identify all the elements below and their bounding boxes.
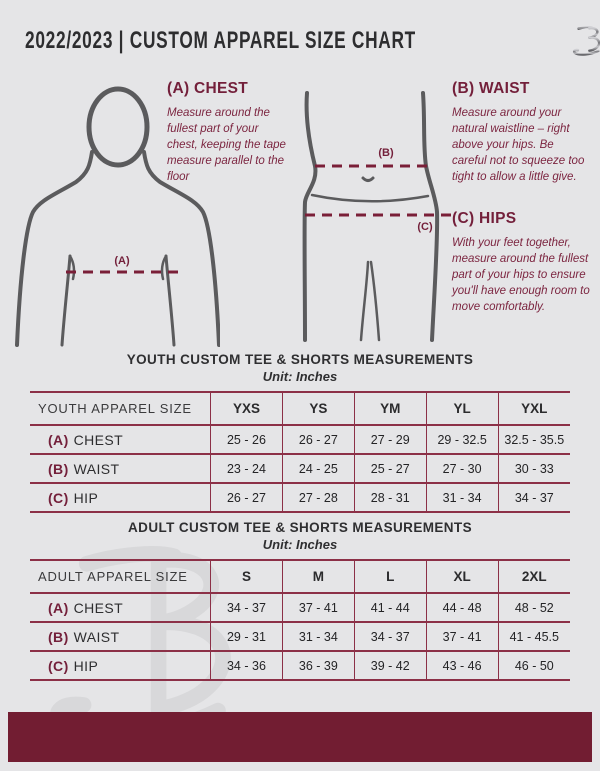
table-row: (C) HIP 26 - 27 27 - 28 28 - 31 31 - 34 3…: [30, 483, 570, 512]
size-header: YXS: [210, 392, 283, 425]
adult-table-title: ADULT CUSTOM TEE & SHORTS MEASUREMENTS: [128, 520, 472, 535]
measurement-cell: 31 - 34: [281, 622, 355, 651]
row-label-text: CHEST: [73, 599, 124, 616]
measurement-cell: 24 - 25: [281, 454, 355, 483]
youth-size-column-header: YOUTH APPAREL SIZE: [38, 401, 192, 416]
measurement-cell: 41 - 45.5: [497, 622, 570, 651]
hip-marker-label: (C): [417, 221, 433, 233]
table-row: (A) CHEST 25 - 26 26 - 27 27 - 29 29 - 32…: [30, 425, 570, 454]
header: 2022/2023 | CUSTOM APPAREL SIZE CHART: [25, 20, 600, 62]
measurement-cell: 46 - 50: [497, 651, 570, 680]
table-row: (B) WAIST 23 - 24 24 - 25 25 - 27 27 - 30…: [30, 454, 570, 483]
measurement-cell: 34 - 36: [210, 651, 283, 680]
measurement-cell: 29 - 32.5: [425, 425, 499, 454]
youth-size-table: YOUTH APPAREL SIZE YXS YS YM YL YXL (A) C…: [30, 391, 570, 513]
breakaway-b-logo-icon: [572, 25, 600, 56]
row-label: (B) WAIST: [30, 454, 211, 483]
size-header: XL: [425, 560, 499, 593]
row-label-text: CHEST: [73, 431, 124, 448]
measurement-cell: 41 - 44: [353, 593, 427, 622]
page-title: 2022/2023 | CUSTOM APPAREL SIZE CHART: [25, 27, 416, 54]
measurement-cell: 37 - 41: [281, 593, 355, 622]
row-label: (A) CHEST: [30, 425, 211, 454]
size-header: L: [353, 560, 427, 593]
row-label: (C) HIP: [30, 651, 211, 680]
row-label-prefix: (B): [48, 460, 69, 477]
size-header: M: [281, 560, 355, 593]
row-label-prefix: (C): [48, 657, 69, 674]
upper-body-silhouette: (A): [15, 86, 220, 347]
table-row: (A) CHEST 34 - 37 37 - 41 41 - 44 44 - 48…: [30, 593, 570, 622]
youth-table-title: YOUTH CUSTOM TEE & SHORTS MEASUREMENTS: [126, 352, 474, 367]
measurement-guide: (A) (B) (C) (A) CHEST Measure around the…: [0, 70, 600, 352]
size-header: YS: [281, 392, 355, 425]
measurement-cell: 43 - 46: [425, 651, 499, 680]
row-label-prefix: (C): [48, 489, 69, 506]
table-row: (B) WAIST 29 - 31 31 - 34 34 - 37 37 - 41…: [30, 622, 570, 651]
brand-lockup: BREAKAWAY: [568, 23, 600, 59]
hips-guide: (C) HIPS With your feet together, measur…: [452, 210, 592, 315]
measurement-cell: 34 - 37: [210, 593, 283, 622]
chest-marker-label: (A): [114, 255, 130, 267]
chest-instructions: Measure around the fullest part of your …: [167, 107, 286, 184]
measurement-cell: 34 - 37: [353, 622, 427, 651]
waist-heading: (B) WAIST: [452, 80, 530, 97]
row-label: (A) CHEST: [30, 593, 211, 622]
measurement-cell: 28 - 31: [353, 483, 427, 512]
size-header: YL: [425, 392, 499, 425]
measurement-cell: 34 - 37: [497, 483, 570, 512]
measurement-cell: 25 - 27: [353, 454, 427, 483]
measurement-cell: 26 - 27: [281, 425, 355, 454]
measurement-cell: 48 - 52: [497, 593, 570, 622]
adult-size-column-header: ADULT APPAREL SIZE: [38, 569, 188, 584]
table-row: (C) HIP 34 - 36 36 - 39 39 - 42 43 - 46 4…: [30, 651, 570, 680]
measurement-cell: 31 - 34: [425, 483, 499, 512]
waist-marker-label: (B): [378, 147, 394, 159]
size-header: YXL: [497, 392, 570, 425]
measurement-cell: 39 - 42: [353, 651, 427, 680]
chest-guide: (A) CHEST Measure around the fullest par…: [167, 80, 292, 185]
hips-heading: (C) HIPS: [452, 210, 517, 227]
size-header: YM: [353, 392, 427, 425]
waist-instructions: Measure around your natural waistline – …: [452, 107, 585, 184]
row-label-text: HIP: [73, 489, 99, 506]
row-label-prefix: (B): [48, 628, 69, 645]
adult-section: ADULT CUSTOM TEE & SHORTS MEASUREMENTS U…: [0, 520, 600, 681]
chest-heading: (A) CHEST: [167, 80, 249, 97]
lower-body-silhouette: (B) (C): [302, 91, 455, 342]
measurement-cell: 32.5 - 35.5: [497, 425, 570, 454]
row-label-text: WAIST: [73, 460, 120, 477]
row-label-prefix: (A): [48, 599, 69, 616]
waist-guide: (B) WAIST Measure around your natural wa…: [452, 80, 588, 185]
table-header-row: ADULT APPAREL SIZE S M L XL 2XL: [30, 560, 570, 593]
measurement-cell: 23 - 24: [210, 454, 283, 483]
row-label-prefix: (A): [48, 431, 69, 448]
footer-accent-bar: [8, 712, 592, 762]
measurement-cell: 37 - 41: [425, 622, 499, 651]
table-header-row: YOUTH APPAREL SIZE YXS YS YM YL YXL: [30, 392, 570, 425]
measurement-cell: 26 - 27: [210, 483, 283, 512]
size-header: S: [210, 560, 283, 593]
youth-section: YOUTH CUSTOM TEE & SHORTS MEASUREMENTS U…: [0, 352, 600, 513]
measurement-cell: 29 - 31: [210, 622, 283, 651]
measurement-cell: 25 - 26: [210, 425, 283, 454]
measurement-cell: 44 - 48: [425, 593, 499, 622]
adult-table-unit: Unit: Inches: [262, 537, 338, 552]
measurement-cell: 36 - 39: [281, 651, 355, 680]
measurement-cell: 27 - 28: [281, 483, 355, 512]
measurement-cell: 27 - 30: [425, 454, 499, 483]
size-header: 2XL: [497, 560, 570, 593]
row-label-text: HIP: [73, 657, 99, 674]
measurement-cell: 27 - 29: [353, 425, 427, 454]
hips-instructions: With your feet together, measure around …: [452, 237, 590, 314]
measurement-cell: 30 - 33: [497, 454, 570, 483]
youth-table-unit: Unit: Inches: [262, 369, 338, 384]
adult-size-table: ADULT APPAREL SIZE S M L XL 2XL (A) CHEST…: [30, 559, 570, 681]
row-label: (C) HIP: [30, 483, 211, 512]
row-label: (B) WAIST: [30, 622, 211, 651]
row-label-text: WAIST: [73, 628, 120, 645]
